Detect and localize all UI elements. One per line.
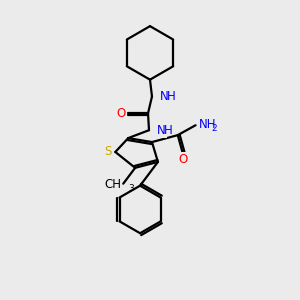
Text: CH: CH [104, 178, 121, 191]
Text: NH: NH [199, 118, 216, 131]
Text: O: O [117, 107, 126, 120]
Text: S: S [105, 146, 112, 158]
Text: N: N [157, 124, 166, 137]
Text: O: O [178, 153, 187, 167]
Text: N: N [160, 90, 169, 103]
Text: 2: 2 [212, 124, 217, 133]
Text: H: H [164, 124, 172, 137]
Text: H: H [167, 90, 176, 103]
Text: 3: 3 [128, 184, 134, 193]
